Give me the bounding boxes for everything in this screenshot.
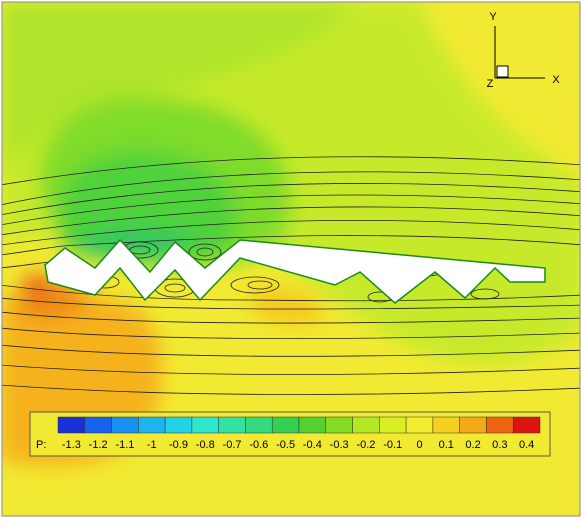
colorbar-tick-label: -0.8 <box>196 439 215 451</box>
colorbar-swatch <box>271 416 300 434</box>
colorbar-swatch <box>111 416 139 434</box>
colorbar-swatch <box>379 416 407 434</box>
colorbar-tick-label: -0.9 <box>169 439 188 451</box>
colorbar-swatch <box>459 416 487 434</box>
colorbar-tick-label: -0.7 <box>223 439 242 451</box>
colorbar-tick-label: -0.1 <box>383 439 402 451</box>
colorbar-swatch <box>218 416 246 434</box>
colorbar-swatch <box>512 416 541 434</box>
plot-frame <box>1 1 581 517</box>
colorbar-tick-label: -1.2 <box>89 439 108 451</box>
colorbar-swatch <box>245 416 273 434</box>
colorbar-tick-label: -1.1 <box>115 439 134 451</box>
colorbar-label: P: <box>36 439 46 451</box>
colorbar-swatch <box>57 416 86 434</box>
x-axis-label: X <box>552 74 560 86</box>
z-axis-label: Z <box>487 78 494 90</box>
body-outline <box>44 238 546 304</box>
colorbar-tick-label: -0.6 <box>249 439 268 451</box>
colorbar-swatch <box>486 416 514 434</box>
colorbar-tick-label: 0.2 <box>465 439 480 451</box>
colorbar-swatch <box>325 416 353 434</box>
z-axis-box <box>496 65 509 78</box>
colorbar-tick-label: 0.1 <box>439 439 454 451</box>
colorbar-swatch <box>84 416 112 434</box>
colorbar-swatch <box>191 416 219 434</box>
colorbar: P: -1.3 -1.2 -1.1 -1 -0.9 -0.8 -0.7 -0.6 -0.5 -0.… <box>29 411 551 457</box>
colorbar-tick-label: 0.4 <box>519 439 534 451</box>
streamlines <box>2 156 580 395</box>
axes-triad: Y X Z <box>487 11 561 90</box>
colorbar-swatch <box>138 416 166 434</box>
colorbar-swatch <box>298 416 327 434</box>
colorbar-swatch <box>405 416 434 434</box>
colorbar-tick-label: -1 <box>147 439 157 451</box>
colorbar-swatch <box>352 416 380 434</box>
colorbar-swatch <box>432 416 460 434</box>
colorbar-tick-label: 0 <box>416 439 422 451</box>
colorbar-tick-label: -0.2 <box>356 439 375 451</box>
colorbar-tick-label: -0.4 <box>303 439 322 451</box>
colorbar-swatch <box>164 416 193 434</box>
y-axis-label: Y <box>489 11 497 23</box>
colorbar-tick-label: -0.5 <box>276 439 295 451</box>
colorbar-tick-label: -0.3 <box>330 439 349 451</box>
colorbar-tick-label: 0.3 <box>492 439 507 451</box>
colorbar-tick-label: -1.3 <box>62 439 81 451</box>
